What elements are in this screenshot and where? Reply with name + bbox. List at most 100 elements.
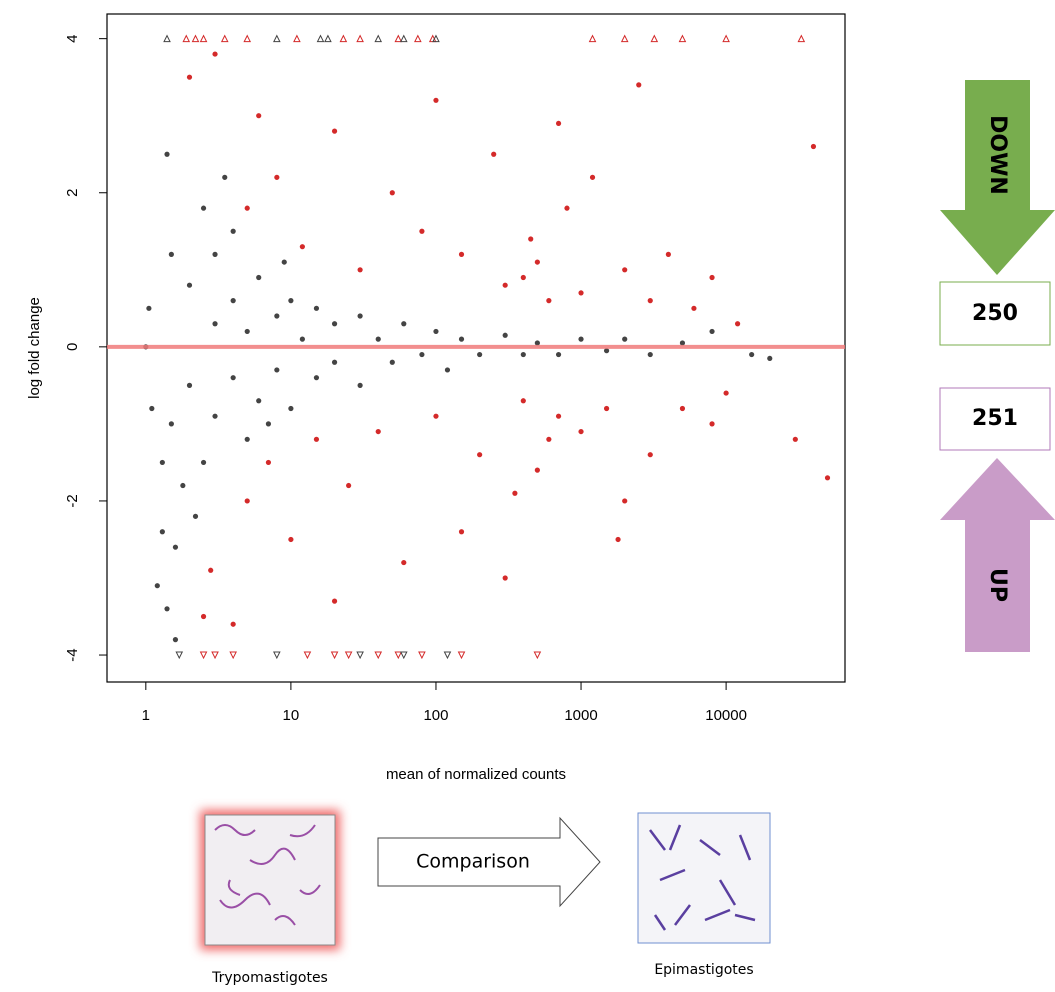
point (299, 244, 305, 250)
point (230, 621, 236, 627)
point (146, 305, 152, 311)
capped-point (243, 34, 252, 43)
capped-point (344, 651, 353, 660)
epimastigote-image (637, 812, 771, 944)
y-tick-label: 4 (64, 34, 81, 42)
point (357, 313, 363, 319)
point (288, 298, 294, 304)
point (164, 606, 170, 612)
point (546, 436, 552, 442)
point (578, 428, 584, 435)
capped-point (620, 34, 629, 43)
point (401, 321, 407, 327)
y-tick-label: 2 (64, 189, 81, 197)
point (679, 340, 686, 346)
capped-point (374, 34, 383, 43)
point (419, 351, 425, 358)
point (734, 321, 741, 327)
point (792, 436, 798, 442)
point (636, 82, 642, 88)
point (313, 436, 320, 442)
point (555, 413, 562, 419)
capped-point (678, 34, 687, 43)
point (419, 228, 425, 234)
capped-point (324, 34, 332, 43)
point (230, 375, 236, 381)
point (168, 421, 174, 427)
point (546, 298, 552, 304)
point (313, 375, 320, 381)
capped-point (650, 34, 659, 43)
point (256, 113, 262, 119)
capped-point (211, 651, 219, 660)
capped-point (316, 34, 325, 43)
point (357, 267, 363, 273)
point (375, 336, 381, 342)
point (824, 475, 831, 481)
y-axis-label: log fold change (26, 297, 43, 399)
capped-point (220, 34, 229, 43)
capped-point (293, 34, 301, 43)
point (212, 251, 218, 257)
comparison-label: Comparison (416, 851, 530, 873)
point (578, 290, 584, 296)
capped-point (457, 651, 466, 660)
point (603, 405, 610, 412)
capped-point (533, 651, 542, 660)
capped-point (722, 34, 730, 43)
x-axis-label: mean of normalized counts (386, 766, 566, 783)
capped-point (356, 34, 364, 43)
point (647, 452, 653, 458)
point (299, 336, 305, 342)
point (331, 359, 338, 365)
point (534, 259, 540, 265)
capped-point (588, 34, 597, 43)
point (477, 452, 483, 458)
y-tick-label: -4 (64, 648, 81, 661)
point (200, 459, 207, 466)
point (709, 274, 715, 281)
point (502, 282, 508, 288)
point (502, 575, 508, 581)
capped-point (339, 34, 348, 43)
y-tick-label: 0 (64, 343, 81, 351)
point (168, 251, 174, 257)
point (389, 359, 395, 365)
point (186, 282, 193, 288)
capped-point (394, 34, 403, 43)
down-count-box (939, 281, 1051, 346)
point (331, 128, 338, 134)
point (200, 205, 207, 211)
up-count-box (939, 387, 1051, 451)
cells (649, 824, 756, 931)
point (159, 459, 165, 466)
point (622, 267, 628, 273)
point (564, 205, 570, 211)
point (458, 251, 465, 257)
up-count: 251 (972, 406, 1018, 431)
cells (214, 824, 321, 926)
capped-point (394, 651, 403, 660)
capped-point (273, 34, 281, 43)
point (274, 313, 280, 319)
capped-point (182, 34, 191, 43)
point (212, 413, 218, 419)
point (647, 351, 653, 358)
point (375, 428, 381, 435)
capped-point (374, 651, 383, 660)
capped-point (399, 651, 408, 660)
up-label: UP (985, 568, 1010, 602)
comparison-arrow (377, 816, 601, 908)
down-count: 250 (972, 301, 1018, 326)
point (244, 436, 250, 442)
point (389, 190, 395, 196)
point (180, 482, 186, 489)
down-label: DOWN (985, 115, 1010, 195)
point (256, 274, 262, 281)
point (331, 321, 338, 327)
point (615, 536, 621, 543)
point (512, 490, 518, 496)
point (265, 421, 272, 427)
point (256, 398, 262, 404)
point (172, 544, 179, 550)
